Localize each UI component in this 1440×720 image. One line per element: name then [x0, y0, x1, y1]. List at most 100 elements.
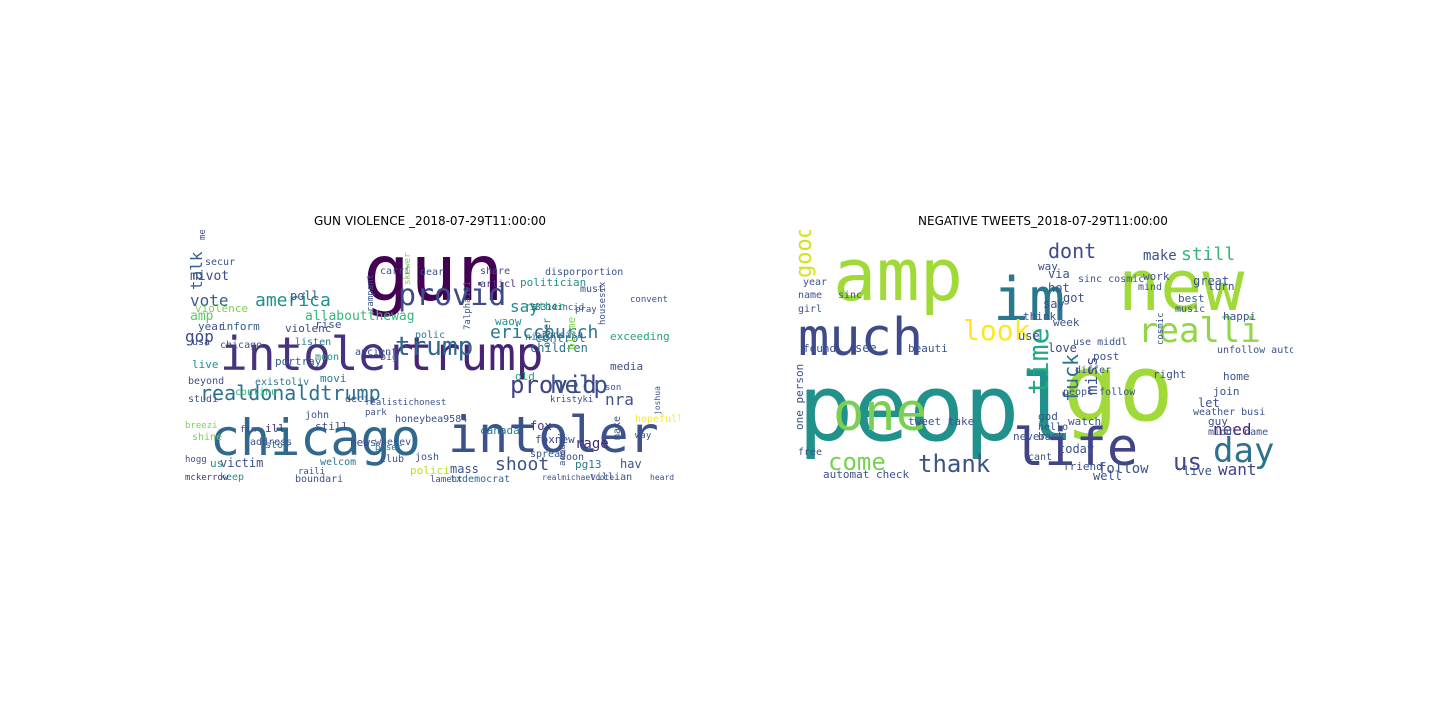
wordcloud-word: im: [993, 265, 1065, 335]
wordcloud-image: peopl go amp im new much one life realli day look t…: [793, 230, 1293, 484]
wordcloud-word: amp: [190, 309, 214, 324]
wordcloud-word: news: [350, 436, 377, 449]
wordcloud-word: vote: [190, 291, 229, 310]
wordcloud-word: way: [1038, 260, 1058, 273]
wordcloud-word: peopl: [798, 355, 1075, 462]
wordcloud-word: welcom: [320, 457, 356, 468]
wordcloud-word: america: [255, 290, 331, 311]
wordcloud-word: ancient: [355, 347, 397, 358]
wordcloud-word: work: [1143, 270, 1170, 283]
wordcloud-word: tweet take: [908, 415, 974, 428]
wordcloud-word: soon: [560, 452, 584, 463]
wordcloud-word: back: [1038, 430, 1065, 443]
wordcloud-word: go: [1063, 335, 1174, 442]
wordcloud-word: life: [1013, 418, 1138, 478]
wordcloud-word: 33314incid: [530, 303, 584, 313]
wordcloud-word: villian: [590, 472, 632, 483]
wordcloud-word: thank: [918, 450, 991, 478]
wordcloud-word: turn: [1208, 280, 1235, 293]
wordcloud-word: media: [610, 360, 643, 373]
wordcloud-word: wherev: [375, 437, 411, 448]
wordcloud-word: love: [1048, 341, 1077, 355]
wordcloud-word: decis: [345, 394, 375, 405]
wordcloud-word: 7alpha101: [463, 281, 473, 330]
wordcloud-word: want: [1218, 460, 1257, 479]
wordcloud-word: moon: [315, 352, 339, 363]
wordcloud-word: today: [1058, 442, 1094, 456]
wordcloud-word: us: [210, 457, 223, 470]
wordcloud-word: convent: [630, 295, 668, 305]
wordcloud-word: fin: [240, 425, 256, 435]
wordcloud-word: come: [828, 448, 886, 476]
wordcloud-word: week: [1053, 316, 1080, 329]
wordcloud-word: pray: [575, 305, 597, 315]
wordcloud-word: help: [550, 371, 608, 399]
wordcloud-word: inform: [220, 320, 260, 333]
wordcloud-word: blame: [565, 317, 578, 350]
wordcloud-word: dear: [420, 267, 444, 278]
wordcloud-word: hav: [620, 457, 642, 471]
wordcloud-word: right: [1153, 368, 1186, 381]
wordcloud-word: mental: [198, 230, 208, 240]
wordcloud-word: trump: [405, 327, 543, 381]
wordcloud-word: skewer: [403, 252, 413, 285]
panel-title: NEGATIVE TWEETS_2018-07-29T11:00:00: [918, 214, 1168, 228]
wordcloud-word: chicago: [210, 409, 421, 467]
wordcloud-word: hello: [1038, 422, 1068, 433]
wordcloud-word: bronsisa: [535, 330, 583, 341]
wordcloud-word: ericchurch: [490, 322, 598, 343]
wordcloud-word: best: [1178, 292, 1205, 305]
wordcloud-word: josh: [415, 452, 439, 463]
wordcloud-word: girl: [798, 304, 822, 315]
wordcloud-word: club: [380, 454, 404, 465]
wordcloud-word: trump: [395, 332, 473, 362]
wordcloud-word: rise: [315, 318, 342, 331]
wordcloud-word: continu: [235, 387, 277, 398]
wordcloud-word: older: [542, 318, 553, 348]
wordcloud-word: got: [1063, 291, 1085, 305]
wordcloud-image: gun intoler trump chicago intoler trump provid…: [180, 230, 680, 484]
wordcloud-word: hot: [1048, 281, 1070, 295]
wordcloud-word: god: [1038, 410, 1058, 423]
wordcloud-word: hogg: [185, 455, 207, 465]
wordcloud-word: sinc: [838, 290, 862, 301]
wordcloud-word: rather: [525, 300, 565, 313]
wordcloud-word: studi: [188, 394, 218, 405]
wordcloud-word: violenc: [285, 322, 331, 335]
wordcloud-word: address: [250, 437, 292, 448]
wordcloud-word: realistichonest: [365, 398, 446, 408]
wordcloud-word: time: [1022, 328, 1055, 395]
wordcloud-word: poll: [290, 289, 319, 303]
wordcloud-word: still: [315, 420, 348, 433]
wordcloud-word: chicago: [220, 340, 262, 351]
wordcloud-word: housesix: [598, 281, 608, 325]
wordcloud-word: movi: [320, 372, 347, 385]
wordcloud-word: good: [793, 230, 817, 278]
wordcloud-word: weather busi: [1193, 407, 1265, 418]
wordcloud-word: shoot: [495, 454, 549, 475]
wordcloud-word: new: [1118, 245, 1245, 327]
panel-title: GUN VIOLENCE _2018-07-29T11:00:00: [313, 214, 547, 228]
wordcloud-word: old: [515, 370, 535, 383]
wordcloud-word: ill: [265, 422, 285, 435]
wordcloud-word: gun: [363, 230, 504, 319]
wordcloud-word: share: [480, 266, 510, 277]
wordcloud-word: dont: [1048, 239, 1096, 263]
wordcloud-word: still: [1181, 244, 1235, 265]
wordcloud-word: guy: [1208, 415, 1228, 428]
wordcloud-word: john: [305, 410, 329, 421]
wordcloud-word: raili: [298, 467, 325, 477]
wordcloud-word: victim: [220, 456, 263, 470]
wordcloud-word: say: [510, 297, 539, 316]
wordcloud-word: violence: [195, 302, 248, 315]
wordcloud-word: disporportion: [545, 267, 623, 278]
wordcloud-word: intoler: [448, 406, 659, 464]
wordcloud-word: amp: [833, 233, 963, 317]
wordcloud-word: polic: [415, 330, 445, 341]
wordcloud-word: kristyki: [550, 395, 593, 405]
wordcloud-word: gop: [185, 327, 214, 346]
wordcloud-word: friend: [1063, 460, 1103, 473]
wordcloud-word: differ: [1075, 365, 1111, 376]
wordcloud-word: well: [1093, 469, 1122, 483]
